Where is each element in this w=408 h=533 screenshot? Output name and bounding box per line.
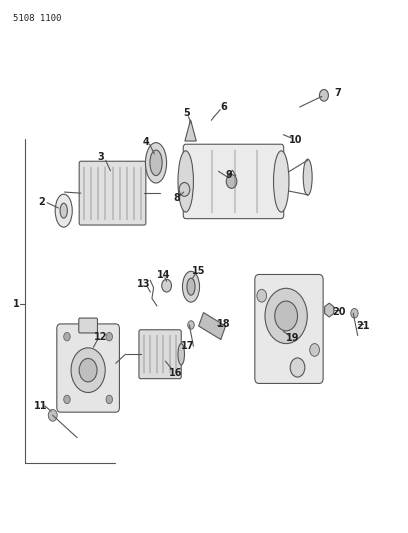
Circle shape xyxy=(257,289,266,302)
Text: 12: 12 xyxy=(93,332,107,342)
Ellipse shape xyxy=(303,159,312,195)
FancyBboxPatch shape xyxy=(255,274,323,383)
Text: 2: 2 xyxy=(38,197,45,207)
Circle shape xyxy=(226,174,237,188)
Text: 1: 1 xyxy=(13,298,20,309)
Circle shape xyxy=(275,301,297,331)
Ellipse shape xyxy=(273,151,289,212)
Text: 8: 8 xyxy=(174,193,181,204)
Text: 21: 21 xyxy=(357,321,370,331)
FancyBboxPatch shape xyxy=(183,144,284,219)
Text: 13: 13 xyxy=(137,279,151,288)
Circle shape xyxy=(310,344,319,357)
Polygon shape xyxy=(199,312,226,340)
FancyBboxPatch shape xyxy=(79,318,98,333)
Circle shape xyxy=(351,309,358,318)
Text: 9: 9 xyxy=(226,169,233,180)
Circle shape xyxy=(162,279,171,292)
Text: 16: 16 xyxy=(169,368,182,378)
Text: 11: 11 xyxy=(34,401,47,411)
Circle shape xyxy=(106,395,113,403)
Polygon shape xyxy=(325,303,334,317)
Circle shape xyxy=(64,395,70,403)
Ellipse shape xyxy=(145,143,166,183)
Text: 15: 15 xyxy=(192,266,206,276)
Circle shape xyxy=(290,358,305,377)
Text: 10: 10 xyxy=(289,135,302,145)
Circle shape xyxy=(106,333,113,341)
Text: 7: 7 xyxy=(334,88,341,98)
FancyBboxPatch shape xyxy=(79,161,146,225)
Text: 5: 5 xyxy=(184,108,190,118)
Text: 14: 14 xyxy=(157,270,170,280)
Text: 6: 6 xyxy=(220,102,227,112)
Circle shape xyxy=(79,359,97,382)
Text: 3: 3 xyxy=(97,152,104,162)
Text: 17: 17 xyxy=(181,341,195,351)
Circle shape xyxy=(71,348,105,392)
Text: 18: 18 xyxy=(217,319,231,329)
Ellipse shape xyxy=(60,203,67,218)
Ellipse shape xyxy=(182,271,200,302)
Ellipse shape xyxy=(150,150,162,175)
Circle shape xyxy=(48,409,57,421)
Ellipse shape xyxy=(55,194,72,227)
Polygon shape xyxy=(185,120,196,141)
Circle shape xyxy=(64,333,70,341)
FancyBboxPatch shape xyxy=(57,324,120,412)
Ellipse shape xyxy=(178,151,193,212)
Text: 20: 20 xyxy=(332,306,346,317)
Ellipse shape xyxy=(178,344,184,365)
Circle shape xyxy=(188,321,194,329)
Text: 4: 4 xyxy=(143,136,150,147)
Circle shape xyxy=(319,90,328,101)
Ellipse shape xyxy=(187,278,195,295)
Circle shape xyxy=(179,182,190,196)
Text: 19: 19 xyxy=(286,333,299,343)
Text: 5108 1100: 5108 1100 xyxy=(13,14,61,23)
FancyBboxPatch shape xyxy=(139,330,181,378)
Circle shape xyxy=(265,288,307,344)
